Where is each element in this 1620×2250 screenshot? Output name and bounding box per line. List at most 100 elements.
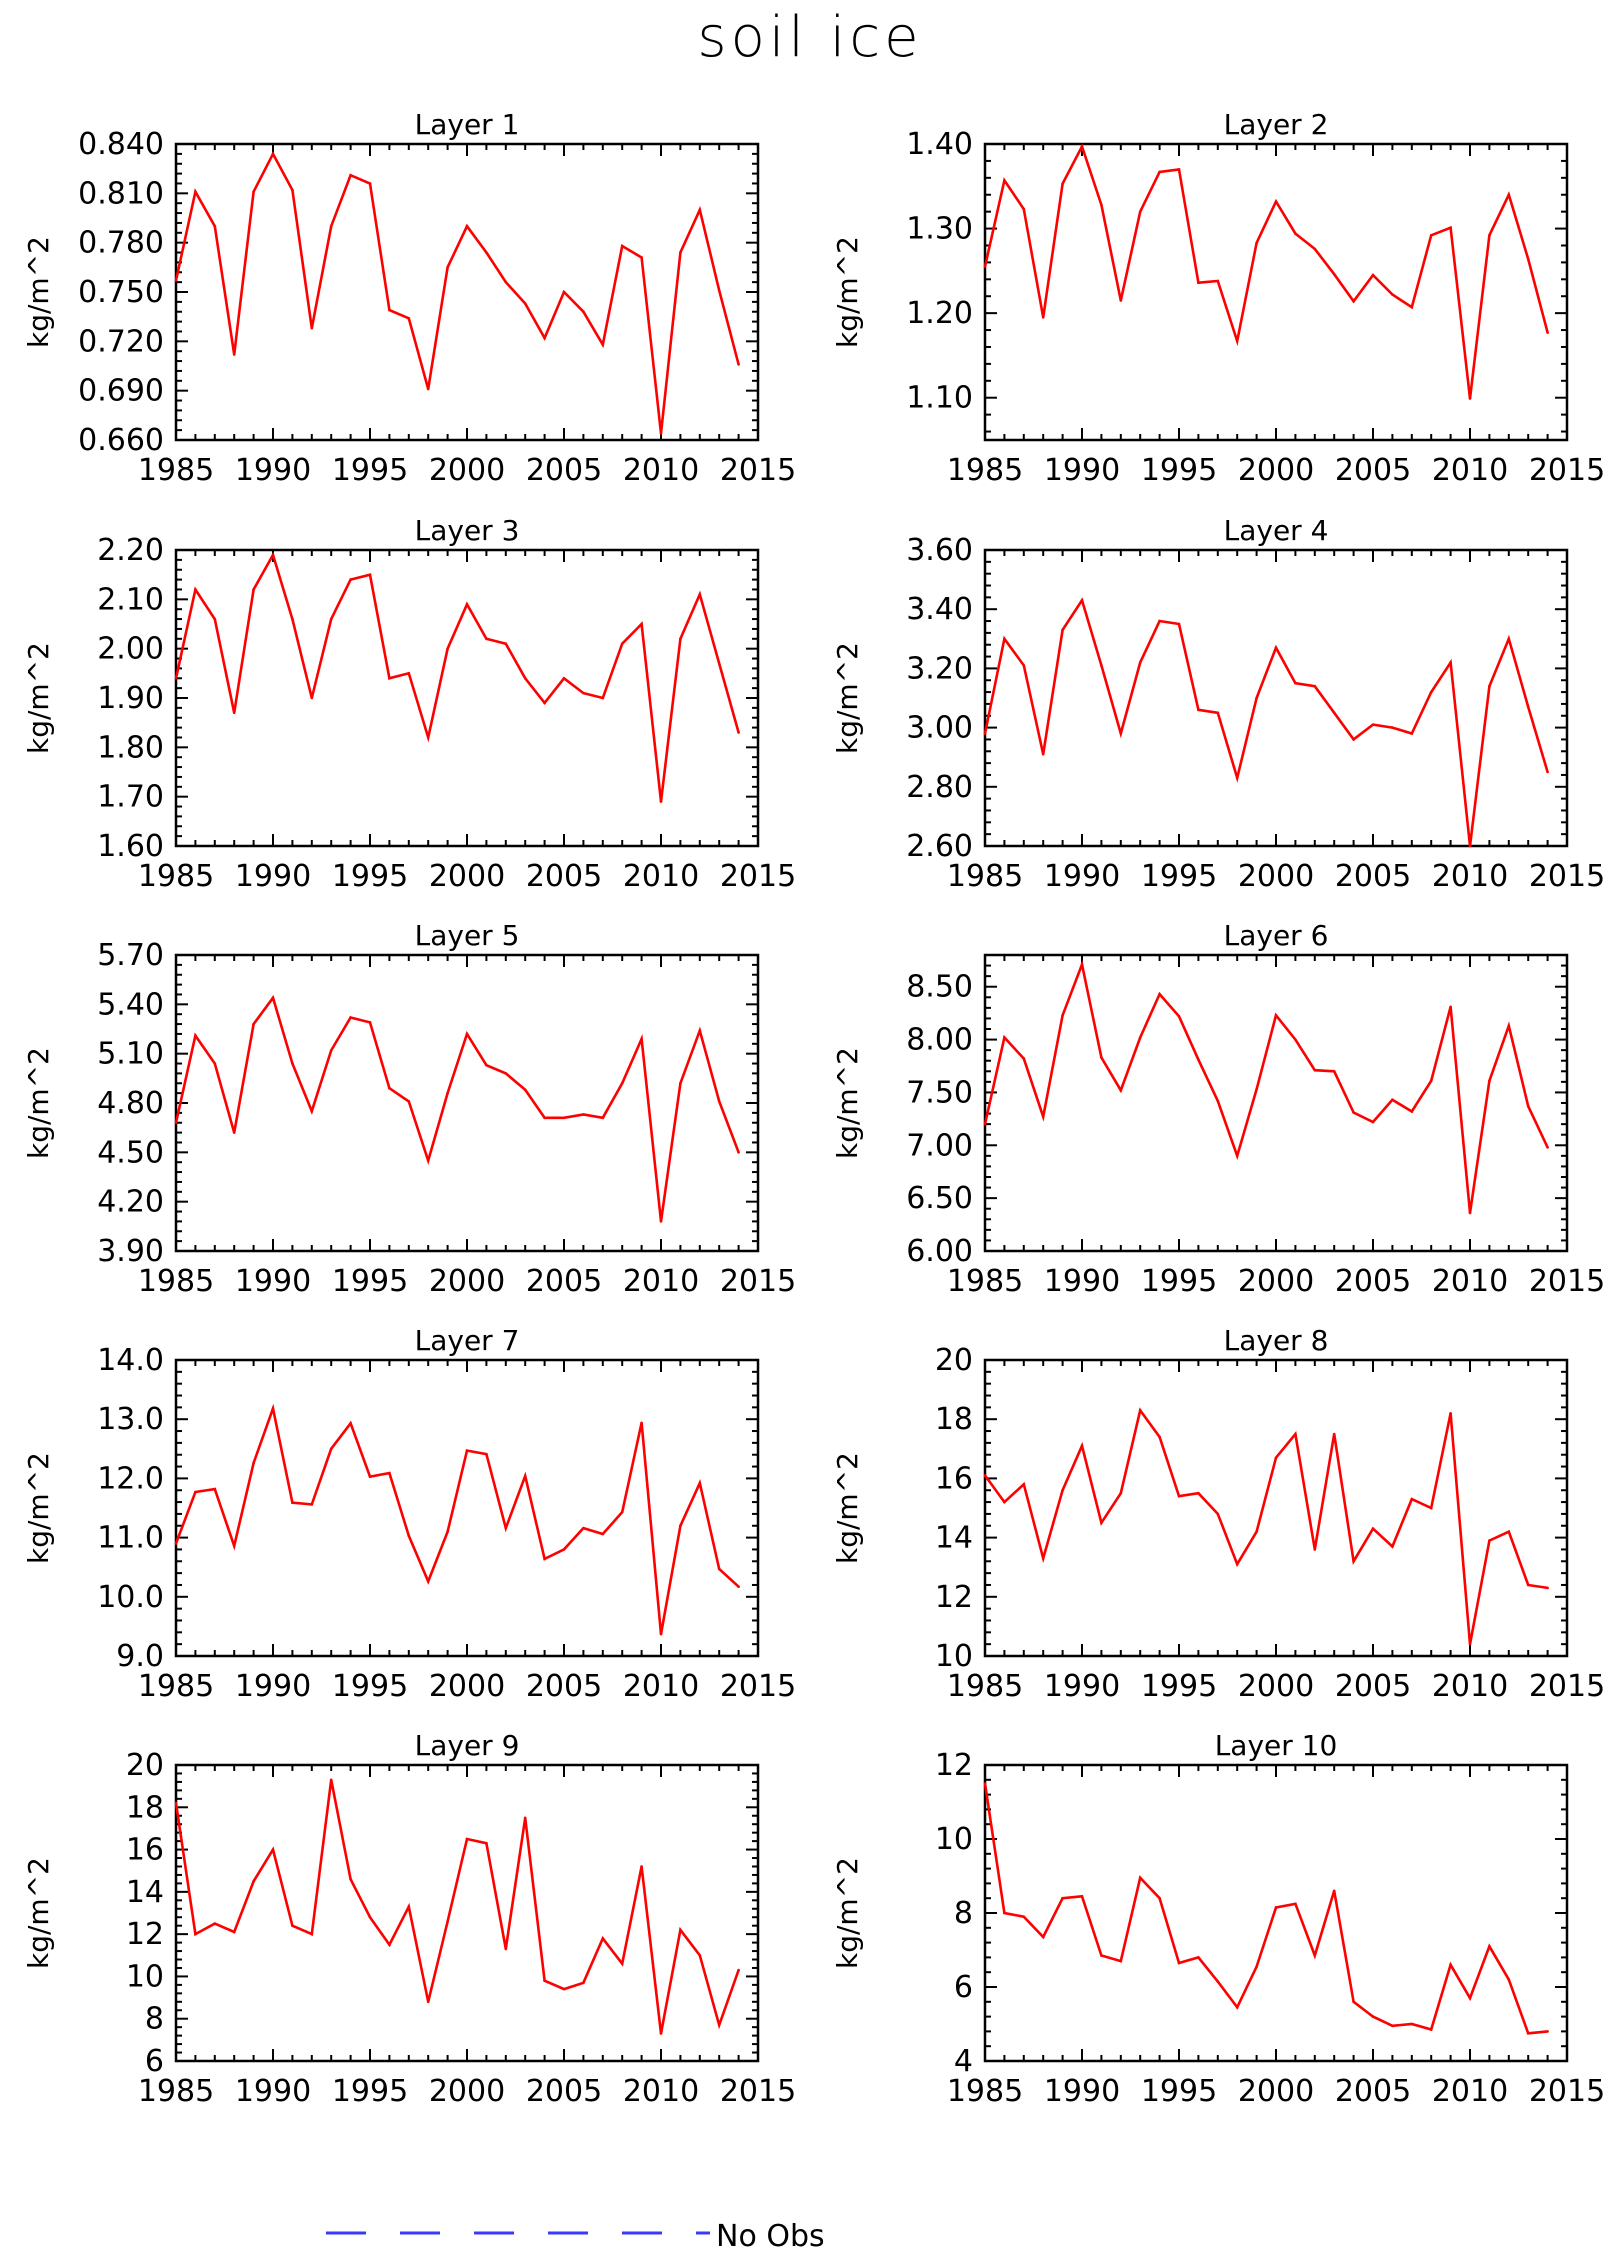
y-tick-label: 0.720 — [78, 324, 164, 359]
data-point — [232, 1544, 236, 1548]
plot-frame — [174, 548, 760, 848]
data-point — [1080, 599, 1084, 602]
x-tick-label: 1985 — [947, 859, 1023, 894]
y-tick-label: 7.00 — [906, 1128, 973, 1163]
y-tick-label: 12 — [126, 1917, 164, 1952]
data-point — [1371, 1527, 1375, 1531]
x-tick-label: 2010 — [1432, 2074, 1508, 2109]
data-point — [252, 1022, 255, 1026]
data-point — [717, 289, 721, 292]
data-point — [1294, 1902, 1297, 1906]
plot-frame — [983, 548, 1569, 848]
data-point — [1255, 1965, 1258, 1968]
data-point — [1255, 1530, 1258, 1533]
data-point — [1526, 2031, 1530, 2035]
data-point — [1235, 776, 1239, 780]
data-point — [1507, 193, 1511, 197]
data-point — [1410, 1110, 1414, 1113]
data-point — [582, 310, 585, 314]
y-tick-label: 0.750 — [78, 275, 164, 310]
data-point — [213, 1062, 217, 1065]
data-point — [717, 2023, 721, 2027]
y-tick-label: 10 — [126, 1959, 164, 1994]
y-tick-label: 20 — [935, 1343, 973, 1378]
y-axis-label: kg/m^2 — [22, 1452, 55, 1564]
data-point — [1313, 684, 1317, 688]
data-point — [1100, 1521, 1103, 1525]
data-point — [174, 676, 178, 680]
data-point — [1061, 1896, 1064, 1900]
panel-layer-7: Layer 7 kg/m^2 1985 1990 1995 2000 2005 2010 201… — [22, 1324, 796, 1704]
y-tick-label: 2.60 — [906, 829, 973, 864]
data-point — [310, 696, 314, 700]
x-tick-label: 1995 — [1141, 1669, 1217, 1704]
x-tick-label: 1990 — [1044, 1669, 1120, 1704]
data-point — [194, 190, 197, 193]
data-point — [983, 265, 987, 268]
x-tick-label: 2005 — [526, 1669, 602, 1704]
data-point — [485, 1063, 488, 1067]
data-point — [271, 152, 275, 156]
series-line — [174, 994, 740, 1222]
data-point — [1119, 299, 1123, 302]
data-point — [271, 1848, 275, 1851]
x-tick-label: 2010 — [1432, 1264, 1508, 1299]
series-line — [983, 143, 1549, 399]
panel-title: Layer 5 — [415, 919, 520, 952]
y-tick-label: 14 — [935, 1521, 973, 1556]
data-point — [504, 1947, 508, 1951]
data-point — [329, 1778, 333, 1782]
data-point — [1468, 397, 1472, 400]
x-tick-label: 1985 — [138, 453, 214, 488]
data-point — [368, 1475, 372, 1478]
data-point — [213, 224, 217, 228]
data-point — [194, 588, 197, 591]
x-tick-label: 2010 — [623, 2074, 699, 2109]
x-tick-label: 2005 — [1335, 859, 1411, 894]
data-point — [1371, 2015, 1375, 2018]
data-point — [213, 1487, 217, 1491]
plot-frame — [983, 1763, 1569, 2063]
series-line — [983, 1783, 1548, 2035]
data-point — [174, 279, 178, 282]
series-line — [174, 551, 740, 802]
x-tick-label: 2000 — [429, 859, 505, 894]
data-point — [1255, 241, 1258, 245]
data-point — [1429, 1506, 1433, 1510]
data-point — [349, 173, 352, 177]
data-point — [426, 387, 430, 391]
data-point — [1003, 1911, 1006, 1915]
x-tick-label: 2005 — [1335, 1264, 1411, 1299]
data-point — [1526, 1104, 1530, 1108]
y-tick-label: 13.0 — [97, 1402, 164, 1437]
data-point — [1313, 1954, 1317, 1957]
data-point — [1391, 726, 1394, 729]
data-point — [1468, 844, 1472, 848]
panel-layer-5: Layer 5 kg/m^2 1985 1990 1995 2000 2005 2010 201… — [22, 919, 796, 1299]
x-tick-label: 2015 — [720, 1264, 796, 1299]
data-point — [504, 642, 508, 646]
data-point — [1177, 168, 1181, 171]
data-point — [1507, 637, 1511, 641]
y-tick-label: 6.50 — [906, 1181, 973, 1216]
data-point — [1158, 1896, 1161, 1900]
x-tick-label: 1990 — [1044, 2074, 1120, 2109]
x-tick-label: 1990 — [235, 1669, 311, 1704]
data-point — [543, 1557, 546, 1561]
panel-title: Layer 9 — [415, 1729, 520, 1762]
data-point — [1119, 732, 1123, 735]
data-point — [291, 1501, 294, 1504]
data-point — [1235, 1154, 1239, 1158]
data-point — [174, 1801, 178, 1805]
y-tick-label: 5.10 — [97, 1037, 164, 1072]
data-point — [1391, 293, 1394, 296]
data-point — [426, 736, 430, 739]
data-point — [523, 1816, 527, 1820]
x-tick-label: 2010 — [1432, 453, 1508, 488]
data-point — [983, 1782, 987, 1785]
y-tick-label: 10 — [935, 1639, 973, 1674]
data-point — [679, 1081, 682, 1085]
x-tick-label: 2010 — [623, 453, 699, 488]
data-point — [659, 800, 663, 803]
